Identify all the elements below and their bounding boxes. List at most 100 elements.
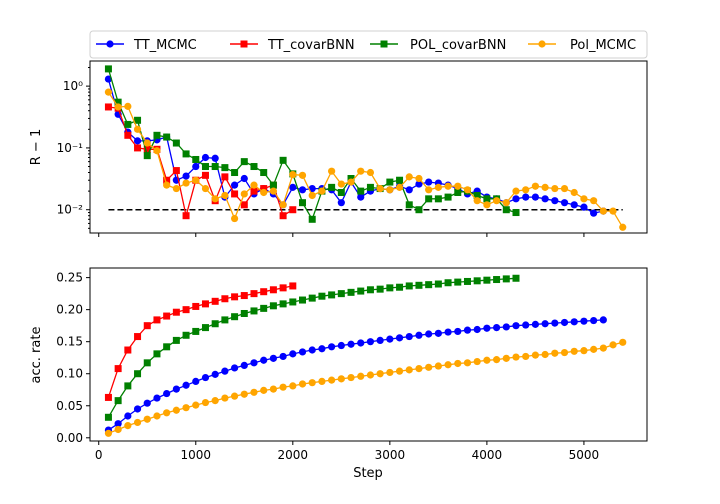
- bottom-point-tt-covarbnn: [260, 288, 268, 296]
- bottom-y-tick-label: 0.25: [56, 271, 83, 285]
- bottom-point-tt-mcmc: [308, 346, 316, 354]
- bottom-point-tt-mcmc: [386, 335, 394, 343]
- bottom-point-pol-covarbnn: [415, 281, 423, 289]
- bottom-point-tt-mcmc: [318, 345, 326, 353]
- top-point-pol-mcmc: [541, 183, 549, 191]
- top-y-axis-label: R − 1: [29, 129, 44, 165]
- top-point-pol-mcmc: [502, 199, 510, 207]
- bottom-point-pol-covarbnn: [114, 397, 122, 405]
- top-point-pol-covarbnn: [386, 178, 394, 186]
- top-point-tt-covarbnn: [279, 212, 287, 220]
- bottom-point-tt-mcmc: [328, 343, 336, 351]
- bottom-point-pol-covarbnn: [473, 277, 481, 285]
- top-point-tt-mcmc: [201, 153, 210, 162]
- bottom-point-pol-covarbnn: [357, 287, 365, 295]
- bottom-point-pol-mcmc: [163, 409, 171, 417]
- bottom-point-pol-mcmc: [502, 354, 510, 362]
- top-point-pol-mcmc: [260, 188, 268, 197]
- top-point-tt-covarbnn: [289, 206, 297, 214]
- top-point-pol-covarbnn: [502, 206, 510, 214]
- bottom-point-pol-covarbnn: [347, 288, 355, 296]
- bottom-point-pol-mcmc: [124, 422, 132, 430]
- top-point-tt-mcmc: [240, 174, 248, 183]
- top-point-pol-mcmc: [551, 184, 559, 193]
- bottom-point-tt-mcmc: [269, 354, 278, 362]
- bottom-point-tt-mcmc: [590, 316, 598, 325]
- bottom-point-pol-mcmc: [541, 350, 549, 359]
- legend-entry-tt-mcmc: TT_MCMC: [96, 38, 197, 53]
- bottom-point-pol-mcmc: [492, 356, 501, 364]
- top-point-tt-covarbnn: [182, 212, 190, 220]
- bottom-point-tt-covarbnn: [269, 286, 277, 294]
- bottom-point-tt-mcmc: [221, 367, 229, 375]
- legend-entry-tt-covarbnn: TT_covarBNN: [230, 38, 355, 53]
- top-point-pol-covarbnn: [512, 209, 520, 217]
- top-y-tick-label: 10⁻¹: [57, 141, 84, 155]
- bottom-point-pol-mcmc: [512, 353, 520, 361]
- top-point-pol-covarbnn: [192, 155, 200, 163]
- top-plot-frame: [89, 60, 648, 234]
- bottom-point-pol-covarbnn: [269, 302, 277, 310]
- top-point-pol-covarbnn: [201, 163, 209, 171]
- bottom-point-pol-mcmc: [434, 362, 442, 370]
- bottom-series-tt-covarbnn: [104, 282, 297, 401]
- top-point-tt-mcmc: [192, 162, 200, 171]
- top-point-tt-covarbnn: [104, 103, 112, 111]
- top-point-tt-mcmc: [405, 186, 413, 194]
- top-point-pol-mcmc: [289, 171, 297, 179]
- top-y-tick-label: 10⁻²: [57, 203, 84, 217]
- top-point-tt-mcmc: [522, 193, 530, 201]
- top-point-pol-covarbnn: [114, 98, 122, 106]
- bottom-point-tt-covarbnn: [134, 333, 142, 341]
- bottom-point-pol-mcmc: [415, 364, 423, 373]
- bottom-point-pol-mcmc: [570, 347, 578, 355]
- bottom-point-pol-mcmc: [473, 357, 481, 366]
- top-series-tt-mcmc: [104, 75, 607, 217]
- top-point-pol-mcmc: [211, 195, 219, 203]
- bottom-y-axis-label: acc. rate: [29, 327, 44, 384]
- top-point-pol-covarbnn: [328, 183, 336, 191]
- top-point-pol-mcmc: [279, 201, 287, 209]
- bottom-point-pol-mcmc: [279, 383, 287, 391]
- bottom-point-tt-mcmc: [357, 339, 365, 347]
- bottom-panel: 0.00 0.05 0.10 0.15 0.20 0.25 0 1000 2000 3000 40…: [29, 267, 648, 481]
- top-point-tt-mcmc: [560, 199, 569, 207]
- bottom-point-pol-mcmc: [357, 372, 365, 380]
- top-point-pol-mcmc: [405, 173, 413, 181]
- bottom-point-tt-covarbnn: [172, 308, 180, 316]
- top-point-tt-mcmc: [211, 154, 219, 162]
- top-point-pol-mcmc: [298, 171, 307, 179]
- bottom-point-pol-mcmc: [454, 359, 462, 368]
- bottom-point-pol-covarbnn: [172, 336, 180, 344]
- bottom-point-tt-covarbnn: [250, 290, 258, 298]
- bottom-point-pol-mcmc: [551, 349, 559, 357]
- bottom-plot-frame: [89, 267, 648, 442]
- bottom-point-pol-mcmc: [289, 382, 297, 390]
- bottom-point-tt-mcmc: [163, 389, 171, 398]
- bottom-point-tt-covarbnn: [231, 293, 239, 301]
- bottom-point-tt-covarbnn: [192, 302, 200, 310]
- top-point-tt-mcmc: [425, 178, 433, 186]
- top-point-pol-covarbnn: [182, 150, 190, 158]
- top-point-tt-mcmc: [182, 172, 190, 180]
- top-series-pol-mcmc: [104, 88, 627, 231]
- bottom-point-pol-mcmc: [580, 347, 588, 355]
- top-point-tt-covarbnn: [143, 145, 151, 153]
- top-point-pol-covarbnn: [260, 169, 268, 177]
- bottom-point-pol-mcmc: [463, 359, 472, 367]
- top-y-tick-label: 10⁰: [63, 79, 83, 93]
- bottom-point-pol-mcmc: [560, 348, 569, 357]
- bottom-point-pol-covarbnn: [366, 286, 374, 294]
- top-point-pol-mcmc: [473, 197, 481, 205]
- top-point-pol-covarbnn: [299, 199, 307, 207]
- bottom-point-tt-mcmc: [599, 316, 607, 324]
- top-point-pol-covarbnn: [240, 158, 248, 166]
- top-point-pol-covarbnn: [172, 139, 180, 147]
- top-point-pol-covarbnn: [366, 183, 374, 191]
- bottom-point-pol-mcmc: [425, 363, 433, 371]
- bottom-point-pol-mcmc: [153, 412, 161, 420]
- top-point-tt-mcmc: [357, 193, 365, 201]
- top-point-tt-covarbnn: [260, 185, 268, 193]
- bottom-point-tt-covarbnn: [104, 393, 112, 401]
- top-point-pol-mcmc: [201, 184, 210, 193]
